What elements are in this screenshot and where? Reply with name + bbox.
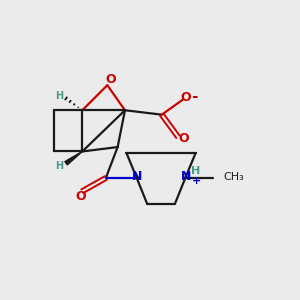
Text: O: O bbox=[178, 132, 189, 145]
Text: H: H bbox=[191, 166, 200, 176]
Text: -: - bbox=[191, 89, 197, 104]
Polygon shape bbox=[65, 152, 82, 165]
Text: N: N bbox=[181, 170, 191, 183]
Text: CH₃: CH₃ bbox=[223, 172, 244, 182]
Text: O: O bbox=[181, 91, 191, 104]
Text: O: O bbox=[76, 190, 86, 203]
Text: +: + bbox=[192, 176, 201, 186]
Text: H: H bbox=[56, 91, 64, 100]
Text: O: O bbox=[106, 74, 116, 86]
Text: N: N bbox=[132, 170, 142, 183]
Text: H: H bbox=[56, 161, 64, 171]
